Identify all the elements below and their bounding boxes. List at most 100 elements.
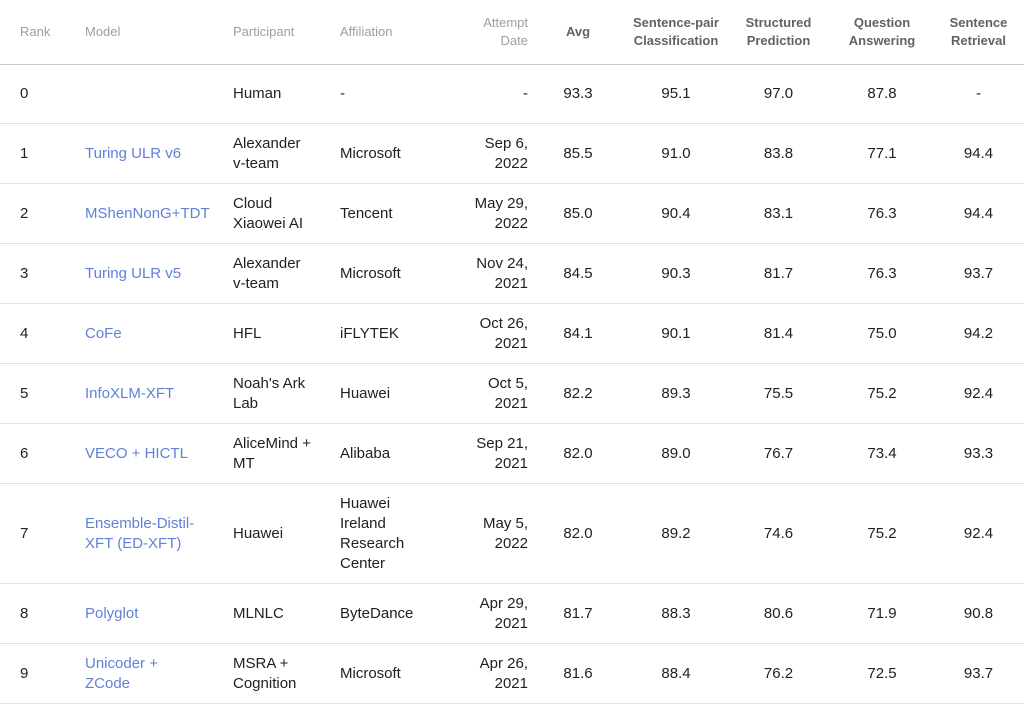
model-link[interactable]: InfoXLM-XFT — [85, 384, 175, 402]
column-header-sr: Sentence Retrieval — [933, 0, 1024, 65]
cell-model: MShenNonG+TDT — [65, 183, 213, 244]
cell-date: May 5, 2022 — [425, 483, 530, 584]
column-header-rank: Rank — [0, 0, 65, 65]
cell-spc: 88.4 — [626, 643, 726, 704]
cell-model: InfoXLM-XFT — [65, 363, 213, 424]
cell-qa: 87.8 — [831, 64, 933, 124]
cell-model: Polyglot — [65, 583, 213, 644]
table-row: 5 InfoXLM-XFT Noah's Ark Lab Huawei Oct 5, 2… — [0, 363, 1024, 424]
cell-avg: 84.1 — [530, 303, 626, 364]
cell-date: Sep 6, 2022 — [425, 123, 530, 184]
table-row: 1 Turing ULR v6 Alexander v-team Microsoft S… — [0, 123, 1024, 184]
cell-sr: - — [933, 64, 1024, 124]
cell-affiliation: - — [320, 64, 425, 124]
cell-avg: 84.5 — [530, 243, 626, 304]
model-link[interactable]: Ensemble-Distil-XFT (ED-XFT) — [85, 514, 195, 552]
cell-participant: Huawei — [213, 483, 320, 584]
cell-spc: 88.3 — [626, 583, 726, 644]
cell-model — [65, 64, 213, 124]
cell-participant: Noah's Ark Lab — [213, 363, 320, 424]
cell-spc: 90.1 — [626, 303, 726, 364]
cell-model: Turing ULR v6 — [65, 123, 213, 184]
cell-date: Apr 29, 2021 — [425, 583, 530, 644]
cell-date: Sep 21, 2021 — [425, 423, 530, 484]
cell-avg: 82.0 — [530, 483, 626, 584]
cell-sp: 97.0 — [726, 64, 831, 124]
model-link[interactable]: Turing ULR v5 — [85, 264, 182, 282]
cell-model: Unicoder + ZCode — [65, 643, 213, 704]
cell-affiliation: Tencent — [320, 183, 425, 244]
cell-avg: 82.2 — [530, 363, 626, 424]
cell-participant: HFL — [213, 303, 320, 364]
cell-sp: 81.4 — [726, 303, 831, 364]
cell-qa: 77.1 — [831, 123, 933, 184]
cell-sp: 76.2 — [726, 643, 831, 704]
cell-sp: 74.6 — [726, 483, 831, 584]
model-link[interactable]: Turing ULR v6 — [85, 144, 182, 162]
cell-qa: 75.2 — [831, 363, 933, 424]
cell-rank: 4 — [0, 303, 65, 364]
cell-model: VECO + HICTL — [65, 423, 213, 484]
column-header-avg: Avg — [530, 0, 626, 65]
cell-sp: 81.7 — [726, 243, 831, 304]
cell-model: CoFe — [65, 303, 213, 364]
cell-participant: MSRA + Cognition — [213, 643, 320, 704]
leaderboard-body: 0 Human - -93.3 95.1 97.0 87.8-1 Turing ULR v6 A… — [0, 64, 1024, 704]
model-link[interactable]: Polyglot — [85, 604, 139, 622]
cell-rank: 1 — [0, 123, 65, 184]
cell-spc: 90.3 — [626, 243, 726, 304]
cell-qa: 76.3 — [831, 183, 933, 244]
cell-affiliation: ByteDance — [320, 583, 425, 644]
cell-participant: AliceMind + MT — [213, 423, 320, 484]
cell-date: May 29, 2022 — [425, 183, 530, 244]
leaderboard-header: Rank Model Participant Affiliation Attempt D… — [0, 0, 1024, 65]
table-row: 6 VECO + HICTL AliceMind + MT Alibaba Sep 21… — [0, 423, 1024, 484]
cell-sr: 94.4 — [933, 183, 1024, 244]
model-link[interactable]: VECO + HICTL — [85, 444, 188, 462]
column-header-affiliation: Affiliation — [320, 0, 425, 65]
header-row: Rank Model Participant Affiliation Attempt D… — [0, 0, 1024, 65]
model-link[interactable]: Unicoder + ZCode — [85, 654, 158, 692]
cell-model: Turing ULR v5 — [65, 243, 213, 304]
cell-rank: 7 — [0, 483, 65, 584]
table-row: 0 Human - -93.3 95.1 97.0 87.8- — [0, 64, 1024, 124]
column-header-participant: Participant — [213, 0, 320, 65]
cell-rank: 2 — [0, 183, 65, 244]
cell-avg: 93.3 — [530, 64, 626, 124]
cell-spc: 90.4 — [626, 183, 726, 244]
cell-affiliation: Microsoft — [320, 243, 425, 304]
model-link[interactable]: CoFe — [85, 324, 122, 342]
cell-participant: Alexander v-team — [213, 243, 320, 304]
cell-avg: 85.5 — [530, 123, 626, 184]
table-row: 3 Turing ULR v5 Alexander v-team Microsoft N… — [0, 243, 1024, 304]
cell-sp: 80.6 — [726, 583, 831, 644]
cell-affiliation: Huawei Ireland Research Center — [320, 483, 425, 584]
cell-spc: 89.2 — [626, 483, 726, 584]
cell-participant: Alexander v-team — [213, 123, 320, 184]
cell-affiliation: Microsoft — [320, 643, 425, 704]
cell-qa: 76.3 — [831, 243, 933, 304]
cell-avg: 81.7 — [530, 583, 626, 644]
cell-participant: Human — [213, 64, 320, 124]
column-header-model: Model — [65, 0, 213, 65]
cell-rank: 6 — [0, 423, 65, 484]
cell-date: Nov 24, 2021 — [425, 243, 530, 304]
cell-sp: 76.7 — [726, 423, 831, 484]
cell-qa: 73.4 — [831, 423, 933, 484]
cell-sr: 93.7 — [933, 243, 1024, 304]
cell-sr: 94.4 — [933, 123, 1024, 184]
model-link[interactable]: MShenNonG+TDT — [85, 204, 210, 222]
cell-avg: 81.6 — [530, 643, 626, 704]
column-header-qa: Question Answering — [831, 0, 933, 65]
cell-qa: 75.0 — [831, 303, 933, 364]
cell-affiliation: Huawei — [320, 363, 425, 424]
cell-avg: 82.0 — [530, 423, 626, 484]
cell-sr: 90.8 — [933, 583, 1024, 644]
cell-rank: 0 — [0, 64, 65, 124]
cell-rank: 5 — [0, 363, 65, 424]
cell-rank: 3 — [0, 243, 65, 304]
cell-date: - — [425, 64, 530, 124]
cell-date: Apr 26, 2021 — [425, 643, 530, 704]
cell-sp: 83.8 — [726, 123, 831, 184]
